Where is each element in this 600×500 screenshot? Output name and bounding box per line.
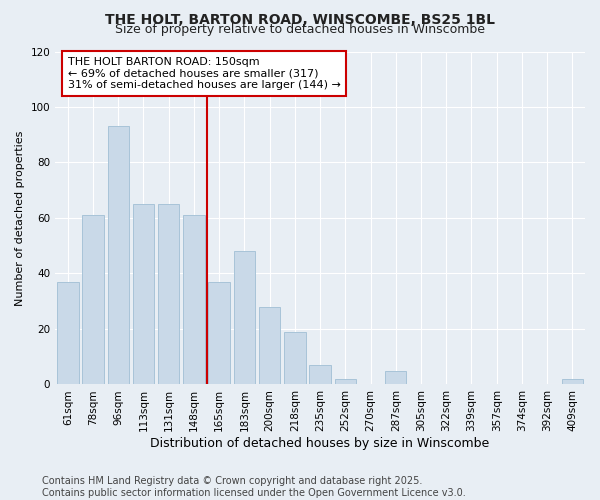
Bar — [82, 215, 104, 384]
Text: Size of property relative to detached houses in Winscombe: Size of property relative to detached ho… — [115, 22, 485, 36]
Bar — [385, 370, 406, 384]
Y-axis label: Number of detached properties: Number of detached properties — [15, 130, 25, 306]
Bar — [335, 379, 356, 384]
Bar — [562, 379, 583, 384]
Bar — [183, 215, 205, 384]
Text: THE HOLT BARTON ROAD: 150sqm
← 69% of detached houses are smaller (317)
31% of s: THE HOLT BARTON ROAD: 150sqm ← 69% of de… — [68, 57, 341, 90]
Bar — [310, 365, 331, 384]
Bar — [284, 332, 305, 384]
Text: THE HOLT, BARTON ROAD, WINSCOMBE, BS25 1BL: THE HOLT, BARTON ROAD, WINSCOMBE, BS25 1… — [105, 12, 495, 26]
Bar — [57, 282, 79, 384]
X-axis label: Distribution of detached houses by size in Winscombe: Distribution of detached houses by size … — [151, 437, 490, 450]
Bar — [233, 252, 255, 384]
Bar — [208, 282, 230, 384]
Text: Contains HM Land Registry data © Crown copyright and database right 2025.
Contai: Contains HM Land Registry data © Crown c… — [42, 476, 466, 498]
Bar — [158, 204, 179, 384]
Bar — [259, 307, 280, 384]
Bar — [133, 204, 154, 384]
Bar — [107, 126, 129, 384]
